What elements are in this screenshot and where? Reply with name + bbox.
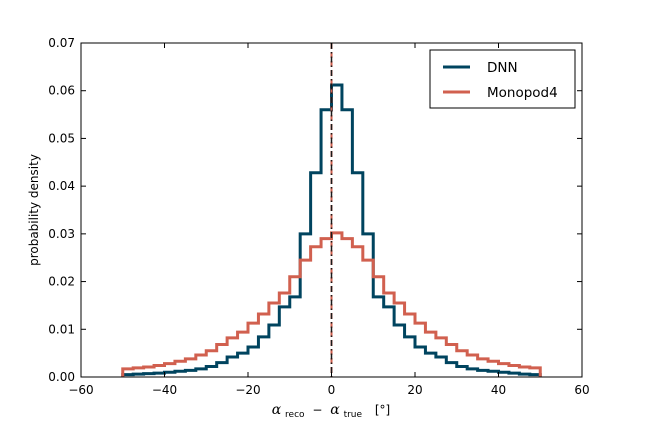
x-axis-ticks: −60 −40 −20 0 20 40 60 bbox=[68, 43, 590, 397]
x-tick-label: 20 bbox=[407, 383, 422, 397]
xlabel-alpha-true: α bbox=[330, 402, 340, 418]
xlabel-sub-reco: reco bbox=[285, 410, 305, 420]
x-tick-label: 40 bbox=[491, 383, 506, 397]
legend: DNN Monopod4 bbox=[429, 49, 576, 109]
y-axis-ticks: 0.00 0.01 0.02 0.03 0.04 0.05 0.06 0.07 bbox=[48, 36, 582, 384]
y-tick-label: 0.01 bbox=[48, 322, 75, 336]
y-tick-label: 0.07 bbox=[48, 36, 75, 50]
x-tick-label: 0 bbox=[328, 383, 336, 397]
y-axis-label: probability density bbox=[27, 154, 41, 266]
xlabel-sub-true: true bbox=[344, 410, 363, 420]
xlabel-minus: − bbox=[312, 403, 322, 417]
x-tick-label: −60 bbox=[68, 383, 93, 397]
xlabel-alpha-reco: α bbox=[272, 402, 282, 418]
x-axis-label: α reco − α true [°] bbox=[272, 402, 391, 420]
xlabel-unit: [°] bbox=[375, 403, 390, 417]
legend-label-monopod4: Monopod4 bbox=[487, 85, 558, 101]
x-tick-label: −20 bbox=[235, 383, 260, 397]
x-tick-label: 60 bbox=[574, 383, 589, 397]
x-tick-label: −40 bbox=[152, 383, 177, 397]
legend-box bbox=[429, 49, 576, 109]
y-tick-label: 0.03 bbox=[48, 227, 75, 241]
y-tick-label: 0.00 bbox=[48, 370, 75, 384]
y-tick-label: 0.06 bbox=[48, 84, 75, 98]
legend-label-dnn: DNN bbox=[487, 60, 518, 76]
y-tick-label: 0.05 bbox=[48, 131, 75, 145]
y-tick-label: 0.04 bbox=[48, 179, 75, 193]
y-tick-label: 0.02 bbox=[48, 275, 75, 289]
